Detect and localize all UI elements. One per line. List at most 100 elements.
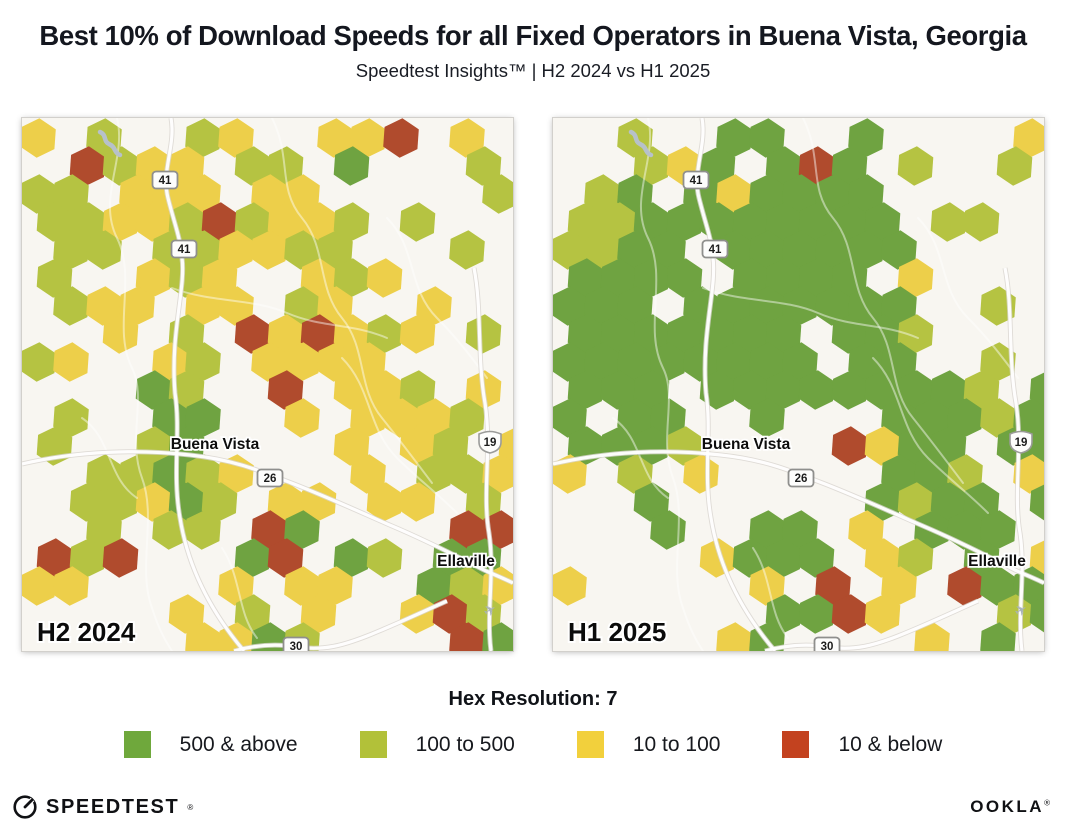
- hex-cell: [416, 398, 452, 438]
- hex-cell: [399, 426, 436, 466]
- hex-cell: [831, 258, 868, 298]
- hex-cell: [1029, 594, 1044, 634]
- hex-cell: [600, 314, 637, 354]
- hex-cell: [366, 258, 403, 298]
- hex-cell: [798, 146, 835, 186]
- hex-cell: [251, 510, 287, 550]
- route-shield: 41: [170, 239, 198, 259]
- hex-cell: [930, 370, 967, 410]
- hex-cell: [782, 286, 818, 326]
- route-shield: 41: [701, 239, 729, 259]
- hex-cell: [416, 454, 452, 494]
- hex-cell: [168, 594, 205, 634]
- route-shield: 19: [1009, 430, 1033, 454]
- hex-cell: [102, 482, 139, 522]
- hex-cell: [218, 118, 254, 158]
- hex-cell: [980, 566, 1016, 606]
- hex-cell: [399, 314, 436, 354]
- city-label: Buena Vista: [702, 436, 791, 453]
- route-shield: 30: [813, 636, 841, 651]
- hex-cell: [482, 454, 513, 494]
- hex-cell: [798, 594, 835, 634]
- hex-cell: [633, 482, 670, 522]
- hex-cell: [317, 566, 353, 606]
- hex-cell: [897, 370, 934, 410]
- hex-cell: [749, 230, 785, 270]
- hex-cell: [666, 426, 703, 466]
- hex-cell: [22, 118, 56, 158]
- hex-cell: [218, 230, 254, 270]
- shield-label: 26: [795, 473, 808, 485]
- hex-cell: [185, 622, 221, 651]
- hex-cell: [432, 426, 469, 466]
- hex-cell: [732, 202, 769, 242]
- hex-cell: [848, 118, 884, 158]
- hex-cell: [963, 482, 1000, 522]
- shield-label: 26: [264, 473, 277, 485]
- hex-cell: [119, 286, 155, 326]
- hex-cell: [135, 370, 172, 410]
- legend-item: 100 to 500: [359, 731, 515, 758]
- hex-cell: [201, 482, 238, 522]
- minor-roads: [81, 118, 488, 651]
- hex-cell: [831, 146, 868, 186]
- hex-cell: [53, 174, 89, 214]
- hex-cell: [333, 426, 370, 466]
- legend-label: 500 & above: [179, 732, 298, 756]
- hex-cell: [848, 174, 884, 214]
- hex-cell: [449, 118, 485, 158]
- hex-cell: [185, 342, 221, 382]
- hex-cell: [980, 398, 1016, 438]
- hex-cell: [251, 342, 287, 382]
- hex-cell: [600, 258, 637, 298]
- hex-cell: [86, 454, 122, 494]
- hex-cell: [1029, 482, 1044, 522]
- hex-cell: [498, 426, 513, 466]
- hex-cell: [732, 258, 769, 298]
- hex-cell: [168, 258, 205, 298]
- hex-cell: [267, 538, 304, 578]
- hex-cell: [366, 538, 403, 578]
- hex-cell: [666, 258, 703, 298]
- hex-cell: [831, 370, 868, 410]
- hex-cell: [864, 426, 901, 466]
- hex-cell: [251, 622, 287, 651]
- hex-cell: [815, 230, 851, 270]
- legend-label: 100 to 500: [415, 732, 515, 756]
- hex-cell: [864, 370, 901, 410]
- hex-cell: [765, 202, 802, 242]
- hex-cell: [86, 286, 122, 326]
- hex-cell: [399, 202, 436, 242]
- legend-label: 10 & below: [838, 732, 943, 756]
- hex-cell: [22, 342, 56, 382]
- route-shield: 41: [682, 170, 710, 190]
- hex-cell: [333, 258, 370, 298]
- hex-cell: [22, 174, 56, 214]
- ookla-logo: OOKLA®: [970, 797, 1050, 817]
- hex-cell: [333, 370, 370, 410]
- hex-cell: [267, 370, 304, 410]
- hex-cell: [185, 174, 221, 214]
- hex-cell: [317, 118, 353, 158]
- hex-cell: [482, 174, 513, 214]
- hex-cell: [782, 230, 818, 270]
- water-creek: [97, 129, 123, 158]
- hex-cell: [350, 398, 386, 438]
- hex-cell: [201, 202, 238, 242]
- hex-cell: [650, 230, 686, 270]
- hex-cell: [633, 314, 670, 354]
- hex-cell: [881, 286, 917, 326]
- hex-cell: [897, 538, 934, 578]
- hex-cell: [553, 342, 587, 382]
- hex-cell: [317, 286, 353, 326]
- hex-cell: [617, 398, 653, 438]
- speedtest-gauge-icon: [13, 795, 37, 819]
- hex-cell: [449, 622, 485, 651]
- map-panel-h2-2024: ✈ 41 41 26 19 30 Buena Vista Ellaville H2 2024: [22, 118, 513, 651]
- hex-resolution-label: Hex Resolution: 7: [448, 688, 618, 710]
- hex-cell: [897, 314, 934, 354]
- hex-cell: [567, 370, 604, 410]
- hex-cell: [69, 482, 106, 522]
- hex-cell: [267, 314, 304, 354]
- hex-cell: [617, 230, 653, 270]
